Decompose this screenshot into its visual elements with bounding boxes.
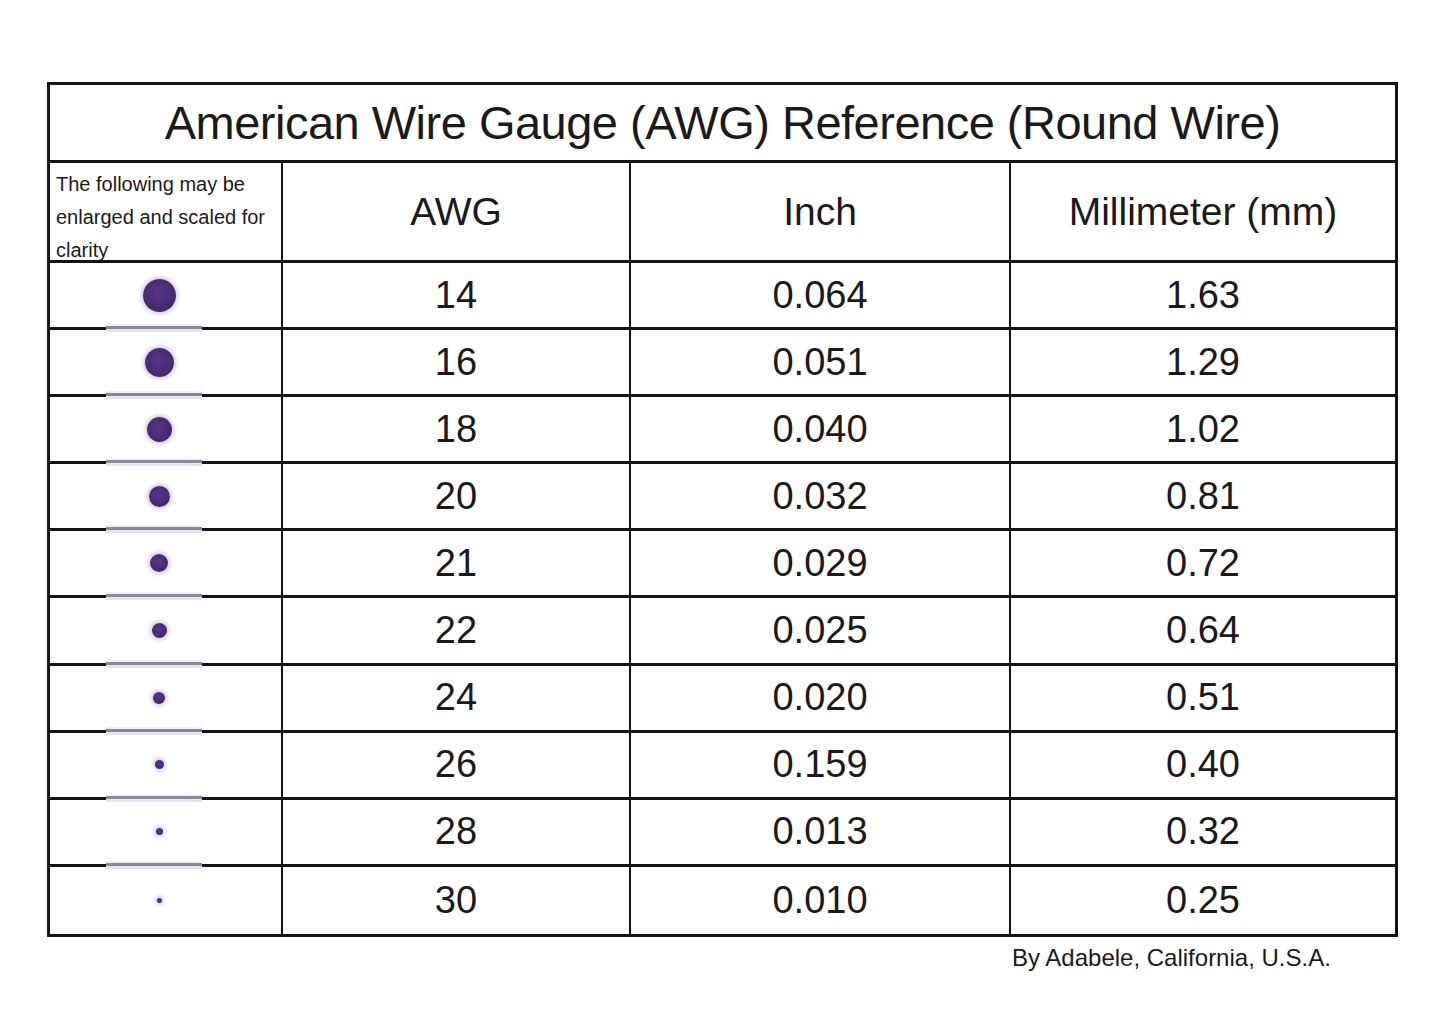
wire-dot-cell: [50, 800, 283, 867]
millimeter-value-cell: 0.51: [1011, 666, 1395, 733]
wire-size-dot: [152, 623, 167, 638]
awg-value-cell: 14: [283, 263, 631, 330]
col-header-millimeter: Millimeter (mm): [1011, 163, 1395, 263]
note-line-1: The following may be: [56, 168, 245, 201]
millimeter-value-cell: 1.02: [1011, 397, 1395, 464]
wire-dot-cell: [50, 330, 283, 397]
awg-reference-table: American Wire Gauge (AWG) Reference (Rou…: [47, 82, 1398, 937]
millimeter-value-cell: 1.29: [1011, 330, 1395, 397]
table-title: American Wire Gauge (AWG) Reference (Rou…: [50, 85, 1395, 163]
millimeter-value-cell: 1.63: [1011, 263, 1395, 330]
millimeter-value-cell: 0.72: [1011, 531, 1395, 598]
millimeter-value-cell: 0.32: [1011, 800, 1395, 867]
wire-dot-cell: [50, 666, 283, 733]
wire-dot-cell: [50, 464, 283, 531]
wire-size-dot: [143, 279, 176, 312]
wire-dot-cell: [50, 531, 283, 598]
inch-value-cell: 0.025: [631, 598, 1011, 665]
wire-size-dot: [155, 760, 164, 769]
millimeter-value-cell: 0.25: [1011, 867, 1395, 934]
awg-value-cell: 16: [283, 330, 631, 397]
wire-dot-cell: [50, 397, 283, 464]
awg-value-cell: 26: [283, 733, 631, 800]
inch-value-cell: 0.032: [631, 464, 1011, 531]
wire-dot-cell: [50, 733, 283, 800]
awg-value-cell: 22: [283, 598, 631, 665]
note-cell: The following may be enlarged and scaled…: [50, 163, 283, 263]
awg-value-cell: 28: [283, 800, 631, 867]
millimeter-value-cell: 0.40: [1011, 733, 1395, 800]
inch-value-cell: 0.159: [631, 733, 1011, 800]
wire-dot-cell: [50, 867, 283, 934]
inch-value-cell: 0.010: [631, 867, 1011, 934]
wire-dot-cell: [50, 263, 283, 330]
inch-value-cell: 0.051: [631, 330, 1011, 397]
wire-size-dot: [147, 417, 172, 442]
inch-value-cell: 0.020: [631, 666, 1011, 733]
wire-size-dot: [145, 348, 174, 377]
awg-value-cell: 30: [283, 867, 631, 934]
credit-text: By Adabele, California, U.S.A.: [1012, 944, 1331, 972]
awg-value-cell: 24: [283, 666, 631, 733]
awg-value-cell: 21: [283, 531, 631, 598]
millimeter-value-cell: 0.81: [1011, 464, 1395, 531]
wire-size-dot: [150, 554, 168, 572]
wire-size-dot: [156, 828, 163, 835]
inch-value-cell: 0.013: [631, 800, 1011, 867]
wire-dot-cell: [50, 598, 283, 665]
col-header-awg: AWG: [283, 163, 631, 263]
inch-value-cell: 0.064: [631, 263, 1011, 330]
inch-value-cell: 0.040: [631, 397, 1011, 464]
wire-size-dot: [157, 898, 162, 903]
awg-value-cell: 18: [283, 397, 631, 464]
wire-size-dot: [149, 486, 170, 507]
table-grid: The following may be enlarged and scaled…: [50, 163, 1395, 934]
note-line-2: enlarged and scaled for: [56, 201, 265, 234]
inch-value-cell: 0.029: [631, 531, 1011, 598]
millimeter-value-cell: 0.64: [1011, 598, 1395, 665]
col-header-inch: Inch: [631, 163, 1011, 263]
wire-size-dot: [153, 692, 165, 704]
awg-value-cell: 20: [283, 464, 631, 531]
